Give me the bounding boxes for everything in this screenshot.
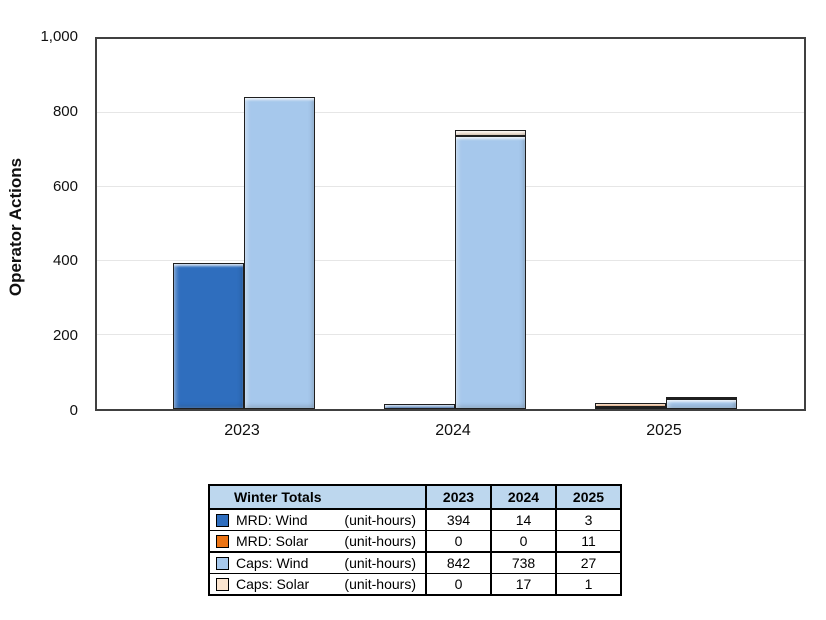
table-year-header-2023: 2023 xyxy=(425,485,491,510)
gridline xyxy=(97,186,804,187)
table-value: 394 xyxy=(425,508,491,531)
bar-stack-caps-2023 xyxy=(244,39,316,409)
y-axis-ticks: 0 200 400 600 800 1,000 xyxy=(0,29,87,419)
y-tick-label: 600 xyxy=(52,177,78,195)
series-unit: (unit-hours) xyxy=(344,533,416,549)
series-unit: (unit-hours) xyxy=(344,512,416,528)
y-tick-label: 200 xyxy=(52,327,78,345)
bar-segment-caps-wind-2023 xyxy=(244,97,316,409)
plot-area xyxy=(95,37,806,411)
bar-segment-caps-solar-2025 xyxy=(666,397,737,400)
y-tick-label: 0 xyxy=(69,402,78,419)
table-row-caps-solar: Caps: Solar (unit-hours) 0 17 1 xyxy=(209,573,621,595)
bar-segment-caps-wind-2025 xyxy=(666,399,737,409)
table-year-header-2025: 2025 xyxy=(555,485,621,510)
bar-stack-mrd-2024 xyxy=(383,39,455,409)
table-value: 3 xyxy=(555,508,621,531)
bar-stack-caps-2024 xyxy=(454,39,526,409)
bar-stack-mrd-2023 xyxy=(173,39,245,409)
series-name: Caps: Wind xyxy=(236,555,309,571)
legend-swatch-icon xyxy=(216,534,229,548)
table-value: 14 xyxy=(490,508,556,531)
table-value: 11 xyxy=(555,530,621,553)
series-name: MRD: Wind xyxy=(236,512,308,528)
table-value: 17 xyxy=(490,573,556,595)
y-tick-label: 800 xyxy=(52,102,78,120)
winter-totals-table: Winter Totals 2023 2024 2025 MRD: Wind (uni… xyxy=(208,484,622,596)
table-row-mrd-solar: MRD: Solar (unit-hours) 0 0 11 xyxy=(209,530,621,553)
bar-segment-mrd-wind-2023 xyxy=(173,263,245,409)
bar-segment-caps-wind-2024 xyxy=(454,135,526,409)
bar-stack-mrd-2025 xyxy=(595,39,666,409)
table-year-header-2024: 2024 xyxy=(490,485,556,510)
bar-segment-caps-solar-2024 xyxy=(454,129,526,136)
bar-segment-mrd-wind-2024 xyxy=(383,403,455,409)
legend-swatch-icon xyxy=(216,556,229,570)
table-header-row: Winter Totals 2023 2024 2025 xyxy=(209,485,621,510)
table-value: 738 xyxy=(490,551,556,574)
x-tick-label-2025: 2025 xyxy=(646,422,682,439)
series-unit: (unit-hours) xyxy=(344,576,416,592)
table-row-mrd-wind: MRD: Wind (unit-hours) 394 14 3 xyxy=(209,508,621,531)
table-value: 0 xyxy=(425,530,491,553)
table-title: Winter Totals xyxy=(209,485,426,510)
table-value: 27 xyxy=(555,551,621,574)
series-unit: (unit-hours) xyxy=(344,555,416,571)
y-tick-label: 400 xyxy=(52,252,78,270)
gridline xyxy=(97,260,804,261)
table-value: 0 xyxy=(490,530,556,553)
x-tick-label-2023: 2023 xyxy=(224,422,260,439)
x-tick-label-2024: 2024 xyxy=(435,422,471,439)
table-row-caps-wind: Caps: Wind (unit-hours) 842 738 27 xyxy=(209,551,621,574)
table-value: 0 xyxy=(425,573,491,595)
bar-segment-mrd-solar-2025 xyxy=(595,402,666,407)
gridline xyxy=(97,334,804,335)
series-name: MRD: Solar xyxy=(236,533,309,549)
legend-swatch-icon xyxy=(216,513,229,527)
bar-segment-mrd-wind-2025 xyxy=(595,407,666,409)
legend-swatch-icon xyxy=(216,577,229,591)
bar-stack-caps-2025 xyxy=(666,39,737,409)
y-tick-label: 1,000 xyxy=(40,28,78,45)
series-name: Caps: Solar xyxy=(236,576,310,592)
gridline xyxy=(97,112,804,113)
table-value: 842 xyxy=(425,551,491,574)
table-value: 1 xyxy=(555,573,621,595)
